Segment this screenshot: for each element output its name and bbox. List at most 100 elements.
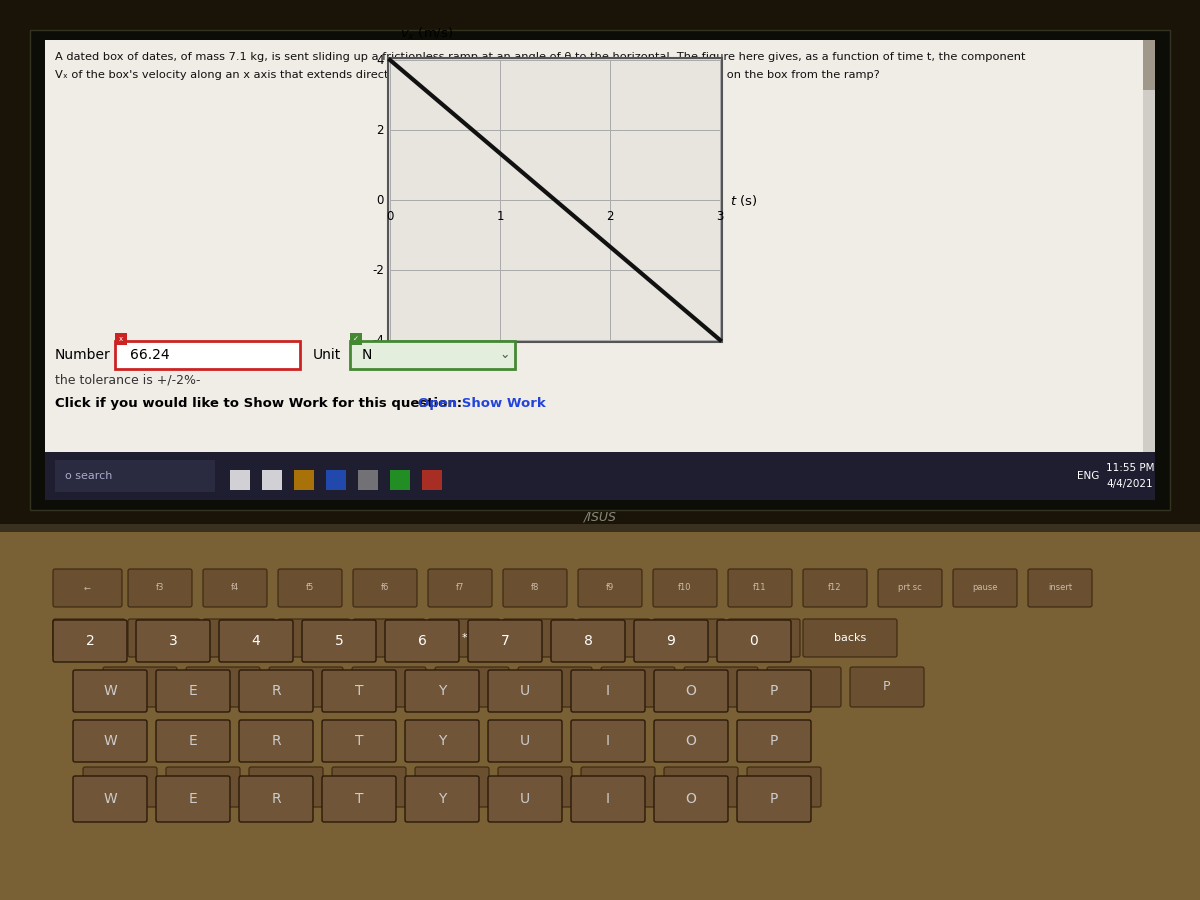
FancyBboxPatch shape bbox=[406, 776, 479, 822]
Text: U: U bbox=[530, 780, 540, 794]
Text: f8: f8 bbox=[530, 583, 539, 592]
FancyBboxPatch shape bbox=[73, 776, 148, 822]
FancyBboxPatch shape bbox=[468, 620, 542, 662]
FancyBboxPatch shape bbox=[737, 720, 811, 762]
Text: $v_x$ (m/s): $v_x$ (m/s) bbox=[400, 26, 454, 42]
Text: U: U bbox=[520, 684, 530, 698]
FancyBboxPatch shape bbox=[488, 720, 562, 762]
Bar bbox=[115, 333, 127, 345]
Text: 9: 9 bbox=[666, 634, 676, 648]
Text: Y: Y bbox=[438, 684, 446, 698]
Text: Number: Number bbox=[55, 348, 110, 362]
FancyBboxPatch shape bbox=[653, 569, 718, 607]
Text: Y: Y bbox=[438, 792, 446, 806]
FancyBboxPatch shape bbox=[767, 667, 841, 707]
Text: pause: pause bbox=[972, 583, 997, 592]
Bar bbox=[326, 470, 346, 490]
Text: f11: f11 bbox=[754, 583, 767, 592]
FancyBboxPatch shape bbox=[1028, 569, 1092, 607]
Text: E: E bbox=[188, 734, 197, 748]
Text: I: I bbox=[606, 734, 610, 748]
Text: ←: ← bbox=[84, 583, 90, 592]
FancyBboxPatch shape bbox=[156, 670, 230, 712]
FancyBboxPatch shape bbox=[322, 776, 396, 822]
Text: f3: f3 bbox=[156, 583, 164, 592]
Bar bbox=[46, 452, 1154, 500]
Text: 3: 3 bbox=[716, 210, 724, 223]
FancyBboxPatch shape bbox=[73, 670, 148, 712]
Text: Y: Y bbox=[438, 734, 446, 748]
Bar bbox=[115, 341, 300, 369]
Text: ): ) bbox=[612, 633, 616, 643]
Text: 2: 2 bbox=[377, 123, 384, 137]
Text: f10: f10 bbox=[678, 583, 691, 592]
FancyBboxPatch shape bbox=[746, 767, 821, 807]
Bar bbox=[46, 40, 1154, 500]
Text: Vₓ of the box's velocity along an x axis that extends directly up the ramp. What: Vₓ of the box's velocity along an x axis… bbox=[55, 70, 880, 80]
FancyBboxPatch shape bbox=[136, 620, 210, 662]
Text: backs: backs bbox=[834, 633, 866, 643]
Text: ✓: ✓ bbox=[353, 336, 359, 342]
Bar bbox=[358, 470, 378, 490]
Bar bbox=[294, 470, 314, 490]
FancyBboxPatch shape bbox=[278, 619, 350, 657]
FancyBboxPatch shape bbox=[353, 619, 425, 657]
FancyBboxPatch shape bbox=[322, 670, 396, 712]
FancyBboxPatch shape bbox=[728, 619, 800, 657]
FancyBboxPatch shape bbox=[53, 620, 127, 662]
Bar bbox=[262, 470, 282, 490]
Text: _: _ bbox=[686, 633, 692, 643]
FancyBboxPatch shape bbox=[728, 569, 792, 607]
FancyBboxPatch shape bbox=[352, 667, 426, 707]
Text: E: E bbox=[302, 680, 310, 694]
FancyBboxPatch shape bbox=[103, 667, 178, 707]
FancyBboxPatch shape bbox=[653, 619, 725, 657]
FancyBboxPatch shape bbox=[654, 670, 728, 712]
FancyBboxPatch shape bbox=[203, 619, 275, 657]
FancyBboxPatch shape bbox=[654, 720, 728, 762]
FancyBboxPatch shape bbox=[83, 767, 157, 807]
Text: +: + bbox=[760, 633, 769, 643]
Bar bbox=[230, 470, 250, 490]
Text: Q: Q bbox=[136, 680, 145, 694]
FancyBboxPatch shape bbox=[488, 670, 562, 712]
Text: R: R bbox=[385, 680, 394, 694]
FancyBboxPatch shape bbox=[803, 569, 866, 607]
Bar bbox=[390, 60, 720, 340]
FancyBboxPatch shape bbox=[803, 619, 898, 657]
FancyBboxPatch shape bbox=[220, 620, 293, 662]
Text: I: I bbox=[719, 680, 722, 694]
Text: 0: 0 bbox=[386, 210, 394, 223]
Text: -4: -4 bbox=[372, 334, 384, 346]
Bar bbox=[30, 30, 1170, 510]
FancyBboxPatch shape bbox=[503, 569, 568, 607]
Text: P: P bbox=[780, 780, 787, 794]
FancyBboxPatch shape bbox=[353, 569, 418, 607]
Text: f5: f5 bbox=[306, 583, 314, 592]
FancyBboxPatch shape bbox=[128, 569, 192, 607]
FancyBboxPatch shape bbox=[239, 776, 313, 822]
Text: ENG: ENG bbox=[1076, 471, 1099, 481]
Text: 2: 2 bbox=[606, 210, 613, 223]
FancyBboxPatch shape bbox=[578, 569, 642, 607]
Text: E: E bbox=[199, 780, 206, 794]
Text: f6: f6 bbox=[380, 583, 389, 592]
Text: f7: f7 bbox=[456, 583, 464, 592]
Text: 2: 2 bbox=[85, 633, 92, 643]
FancyBboxPatch shape bbox=[406, 720, 479, 762]
FancyBboxPatch shape bbox=[332, 767, 406, 807]
FancyBboxPatch shape bbox=[718, 620, 791, 662]
Text: insert: insert bbox=[1048, 583, 1072, 592]
Text: P: P bbox=[770, 734, 778, 748]
Text: f9: f9 bbox=[606, 583, 614, 592]
Text: 3: 3 bbox=[169, 634, 178, 648]
FancyBboxPatch shape bbox=[239, 670, 313, 712]
Bar bbox=[0, 530, 1200, 900]
Text: %: % bbox=[234, 633, 245, 643]
FancyBboxPatch shape bbox=[302, 620, 376, 662]
Text: O: O bbox=[799, 680, 809, 694]
FancyBboxPatch shape bbox=[878, 569, 942, 607]
Text: R: R bbox=[271, 684, 281, 698]
FancyBboxPatch shape bbox=[571, 776, 646, 822]
Text: I: I bbox=[616, 780, 620, 794]
